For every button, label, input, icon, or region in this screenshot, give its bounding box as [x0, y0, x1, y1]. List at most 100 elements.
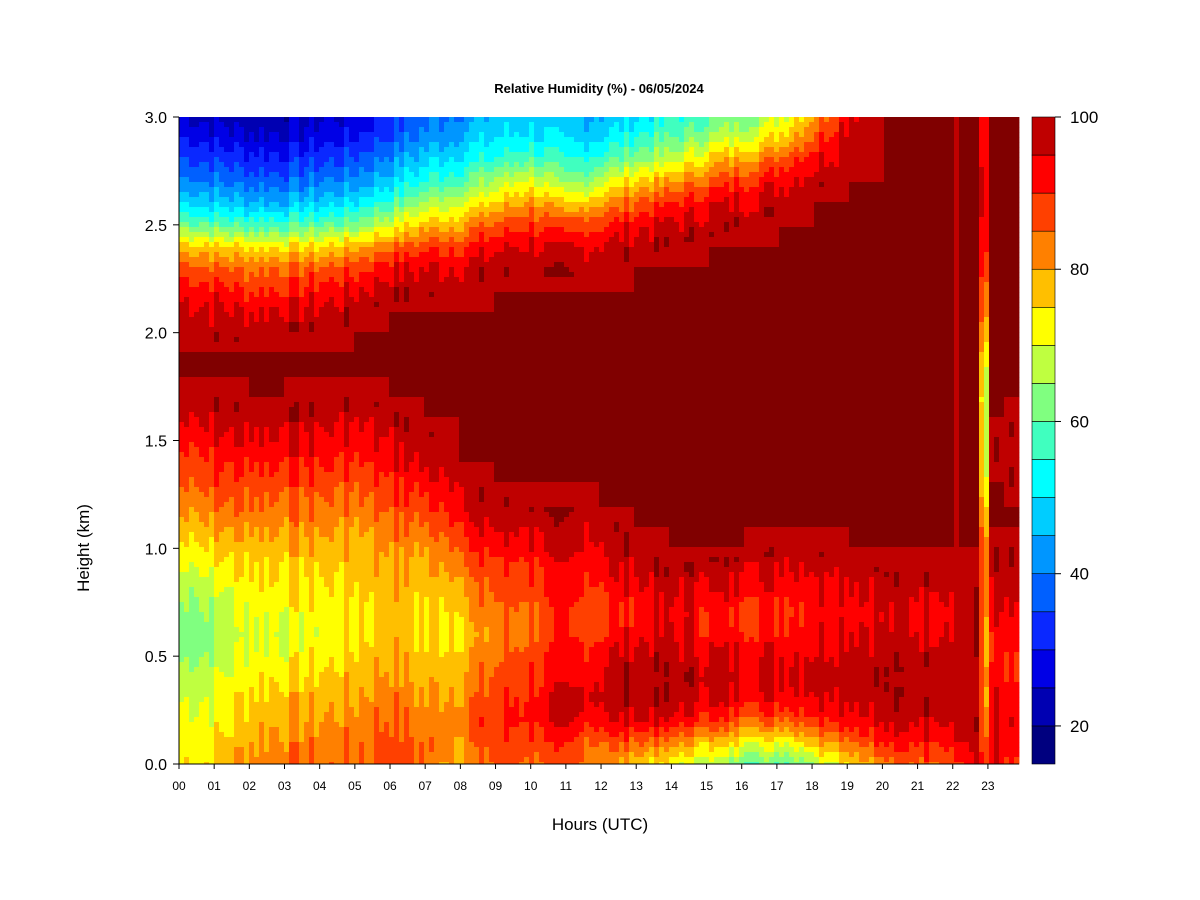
- heatmap-cell: [219, 152, 225, 158]
- heatmap-cell: [254, 232, 260, 238]
- heatmap-cell: [284, 297, 290, 303]
- heatmap-cell: [289, 677, 295, 683]
- heatmap-cell: [204, 522, 210, 528]
- heatmap-cell: [239, 452, 245, 458]
- heatmap-cell: [224, 722, 230, 728]
- heatmap-cell: [219, 432, 225, 438]
- heatmap-cell: [239, 222, 245, 228]
- heatmap-cell: [269, 702, 275, 708]
- heatmap-cell: [304, 552, 310, 558]
- heatmap-cell: [229, 272, 235, 278]
- heatmap-cell: [299, 582, 305, 588]
- heatmap-cell: [259, 377, 265, 383]
- heatmap-cell: [324, 737, 330, 743]
- heatmap-cell: [354, 152, 360, 158]
- heatmap-cell: [189, 497, 195, 503]
- heatmap-cell: [289, 547, 295, 553]
- heatmap-cell: [324, 547, 330, 553]
- heatmap-cell: [349, 637, 355, 643]
- heatmap-cell: [194, 442, 200, 448]
- heatmap-cell: [184, 442, 190, 448]
- heatmap-cell: [339, 402, 345, 408]
- heatmap-cell: [314, 362, 320, 368]
- heatmap-cell: [214, 222, 220, 228]
- heatmap-cell: [204, 202, 210, 208]
- heatmap-cell: [319, 327, 325, 333]
- heatmap-cell: [309, 577, 315, 583]
- heatmap-cell: [324, 617, 330, 623]
- heatmap-cell: [354, 757, 360, 763]
- heatmap-cell: [219, 227, 225, 233]
- heatmap-cell: [224, 242, 230, 248]
- heatmap-cell: [314, 407, 320, 413]
- heatmap-cell: [209, 147, 215, 153]
- heatmap-cell: [334, 527, 340, 533]
- heatmap-cell: [244, 172, 250, 178]
- heatmap-cell: [179, 747, 185, 753]
- heatmap-cell: [229, 362, 235, 368]
- heatmap-cell: [204, 507, 210, 513]
- heatmap-cell: [239, 362, 245, 368]
- heatmap-cell: [294, 527, 300, 533]
- heatmap-cell: [194, 647, 200, 653]
- heatmap-cell: [214, 547, 220, 553]
- heatmap-cell: [299, 327, 305, 333]
- heatmap-cell: [304, 337, 310, 343]
- heatmap-cell: [244, 537, 250, 543]
- heatmap-cell: [279, 682, 285, 688]
- heatmap-cell: [184, 742, 190, 748]
- heatmap-cell: [239, 397, 245, 403]
- heatmap-cell: [254, 657, 260, 663]
- heatmap-cell: [274, 447, 280, 453]
- heatmap-cell: [304, 657, 310, 663]
- heatmap-cell: [194, 252, 200, 258]
- heatmap-cell: [349, 752, 355, 758]
- heatmap-cell: [264, 262, 270, 268]
- heatmap-cell: [199, 257, 205, 263]
- heatmap-cell: [194, 707, 200, 713]
- heatmap-cell: [344, 557, 350, 563]
- heatmap-cell: [204, 432, 210, 438]
- heatmap-cell: [289, 502, 295, 508]
- heatmap-cell: [194, 332, 200, 338]
- heatmap-cell: [344, 582, 350, 588]
- heatmap-cell: [319, 412, 325, 418]
- heatmap-cell: [304, 297, 310, 303]
- heatmap-cell: [344, 122, 350, 128]
- heatmap-cell: [179, 472, 185, 478]
- heatmap-cell: [319, 267, 325, 273]
- heatmap-cell: [194, 137, 200, 143]
- heatmap-cell: [224, 697, 230, 703]
- heatmap-cell: [354, 487, 360, 493]
- heatmap-cell: [209, 362, 215, 368]
- heatmap-cell: [334, 552, 340, 558]
- heatmap-cell: [234, 457, 240, 463]
- heatmap-cell: [234, 577, 240, 583]
- heatmap-cell: [244, 317, 250, 323]
- heatmap-cell: [314, 402, 320, 408]
- heatmap-cell: [329, 297, 335, 303]
- heatmap-cell: [314, 232, 320, 238]
- heatmap-cell: [224, 687, 230, 693]
- heatmap-cell: [254, 757, 260, 763]
- heatmap-cell: [329, 342, 335, 348]
- heatmap-cell: [269, 622, 275, 628]
- heatmap-cell: [354, 452, 360, 458]
- heatmap-cell: [349, 592, 355, 598]
- heatmap-cell: [279, 472, 285, 478]
- heatmap-cell: [294, 547, 300, 553]
- heatmap-cell: [354, 247, 360, 253]
- heatmap-cell: [359, 602, 365, 608]
- heatmap-cell: [254, 697, 260, 703]
- heatmap-cell: [319, 417, 325, 423]
- heatmap-cell: [284, 717, 290, 723]
- heatmap-cell: [184, 482, 190, 488]
- heatmap-cell: [279, 447, 285, 453]
- heatmap-cell: [344, 727, 350, 733]
- heatmap-cell: [369, 302, 375, 308]
- heatmap-cell: [354, 722, 360, 728]
- heatmap-cell: [334, 442, 340, 448]
- heatmap-cell: [289, 237, 295, 243]
- heatmap-cell: [274, 742, 280, 748]
- heatmap-cell: [259, 507, 265, 513]
